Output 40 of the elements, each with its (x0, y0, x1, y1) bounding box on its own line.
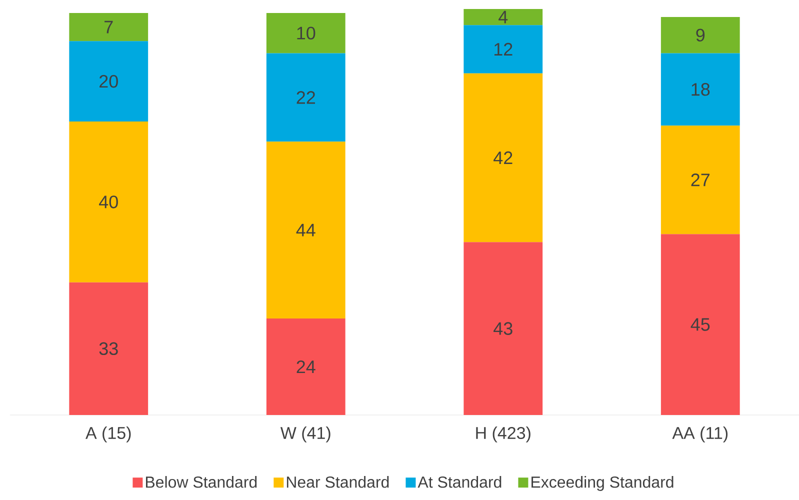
x-tick-label: AA (11) (672, 426, 728, 442)
data-label: 42 (494, 151, 512, 164)
bar (69, 41, 148, 122)
data-label: 44 (296, 224, 316, 236)
data-label: 45 (690, 318, 710, 331)
bar (69, 13, 148, 42)
bar (464, 8, 543, 26)
x-tick-label: A (15) (86, 426, 131, 442)
legend-label: Near Standard (286, 476, 389, 488)
data-label: 24 (296, 360, 316, 374)
data-label: 22 (296, 91, 315, 104)
x-tick-label: W (41) (280, 426, 330, 442)
bar (660, 17, 740, 54)
legend-label: At Standard (418, 476, 502, 488)
bar (464, 73, 543, 242)
data-label: 10 (297, 26, 316, 40)
data-label: 18 (692, 83, 710, 96)
bar (464, 25, 543, 74)
data-label: 20 (100, 74, 118, 88)
data-label: 9 (696, 28, 705, 42)
bar (266, 318, 346, 415)
bar (266, 13, 346, 54)
data-label: 27 (691, 174, 710, 186)
data-label: 7 (104, 20, 113, 34)
legend-label: Below Standard (146, 476, 257, 488)
bar (660, 126, 740, 234)
data-label: 4 (498, 10, 508, 24)
bar (69, 122, 148, 282)
data-label: 40 (99, 196, 118, 208)
bar (266, 53, 346, 142)
x-tick-label: H (423) (476, 426, 530, 442)
bar (69, 282, 148, 415)
legend-label: Exceeding Standard (532, 476, 674, 491)
data-label: 33 (99, 342, 118, 356)
bar (660, 53, 740, 126)
bar (266, 142, 346, 319)
bar (464, 242, 543, 415)
data-label: 12 (494, 42, 512, 56)
bar (660, 234, 740, 415)
data-label: 43 (494, 322, 512, 335)
